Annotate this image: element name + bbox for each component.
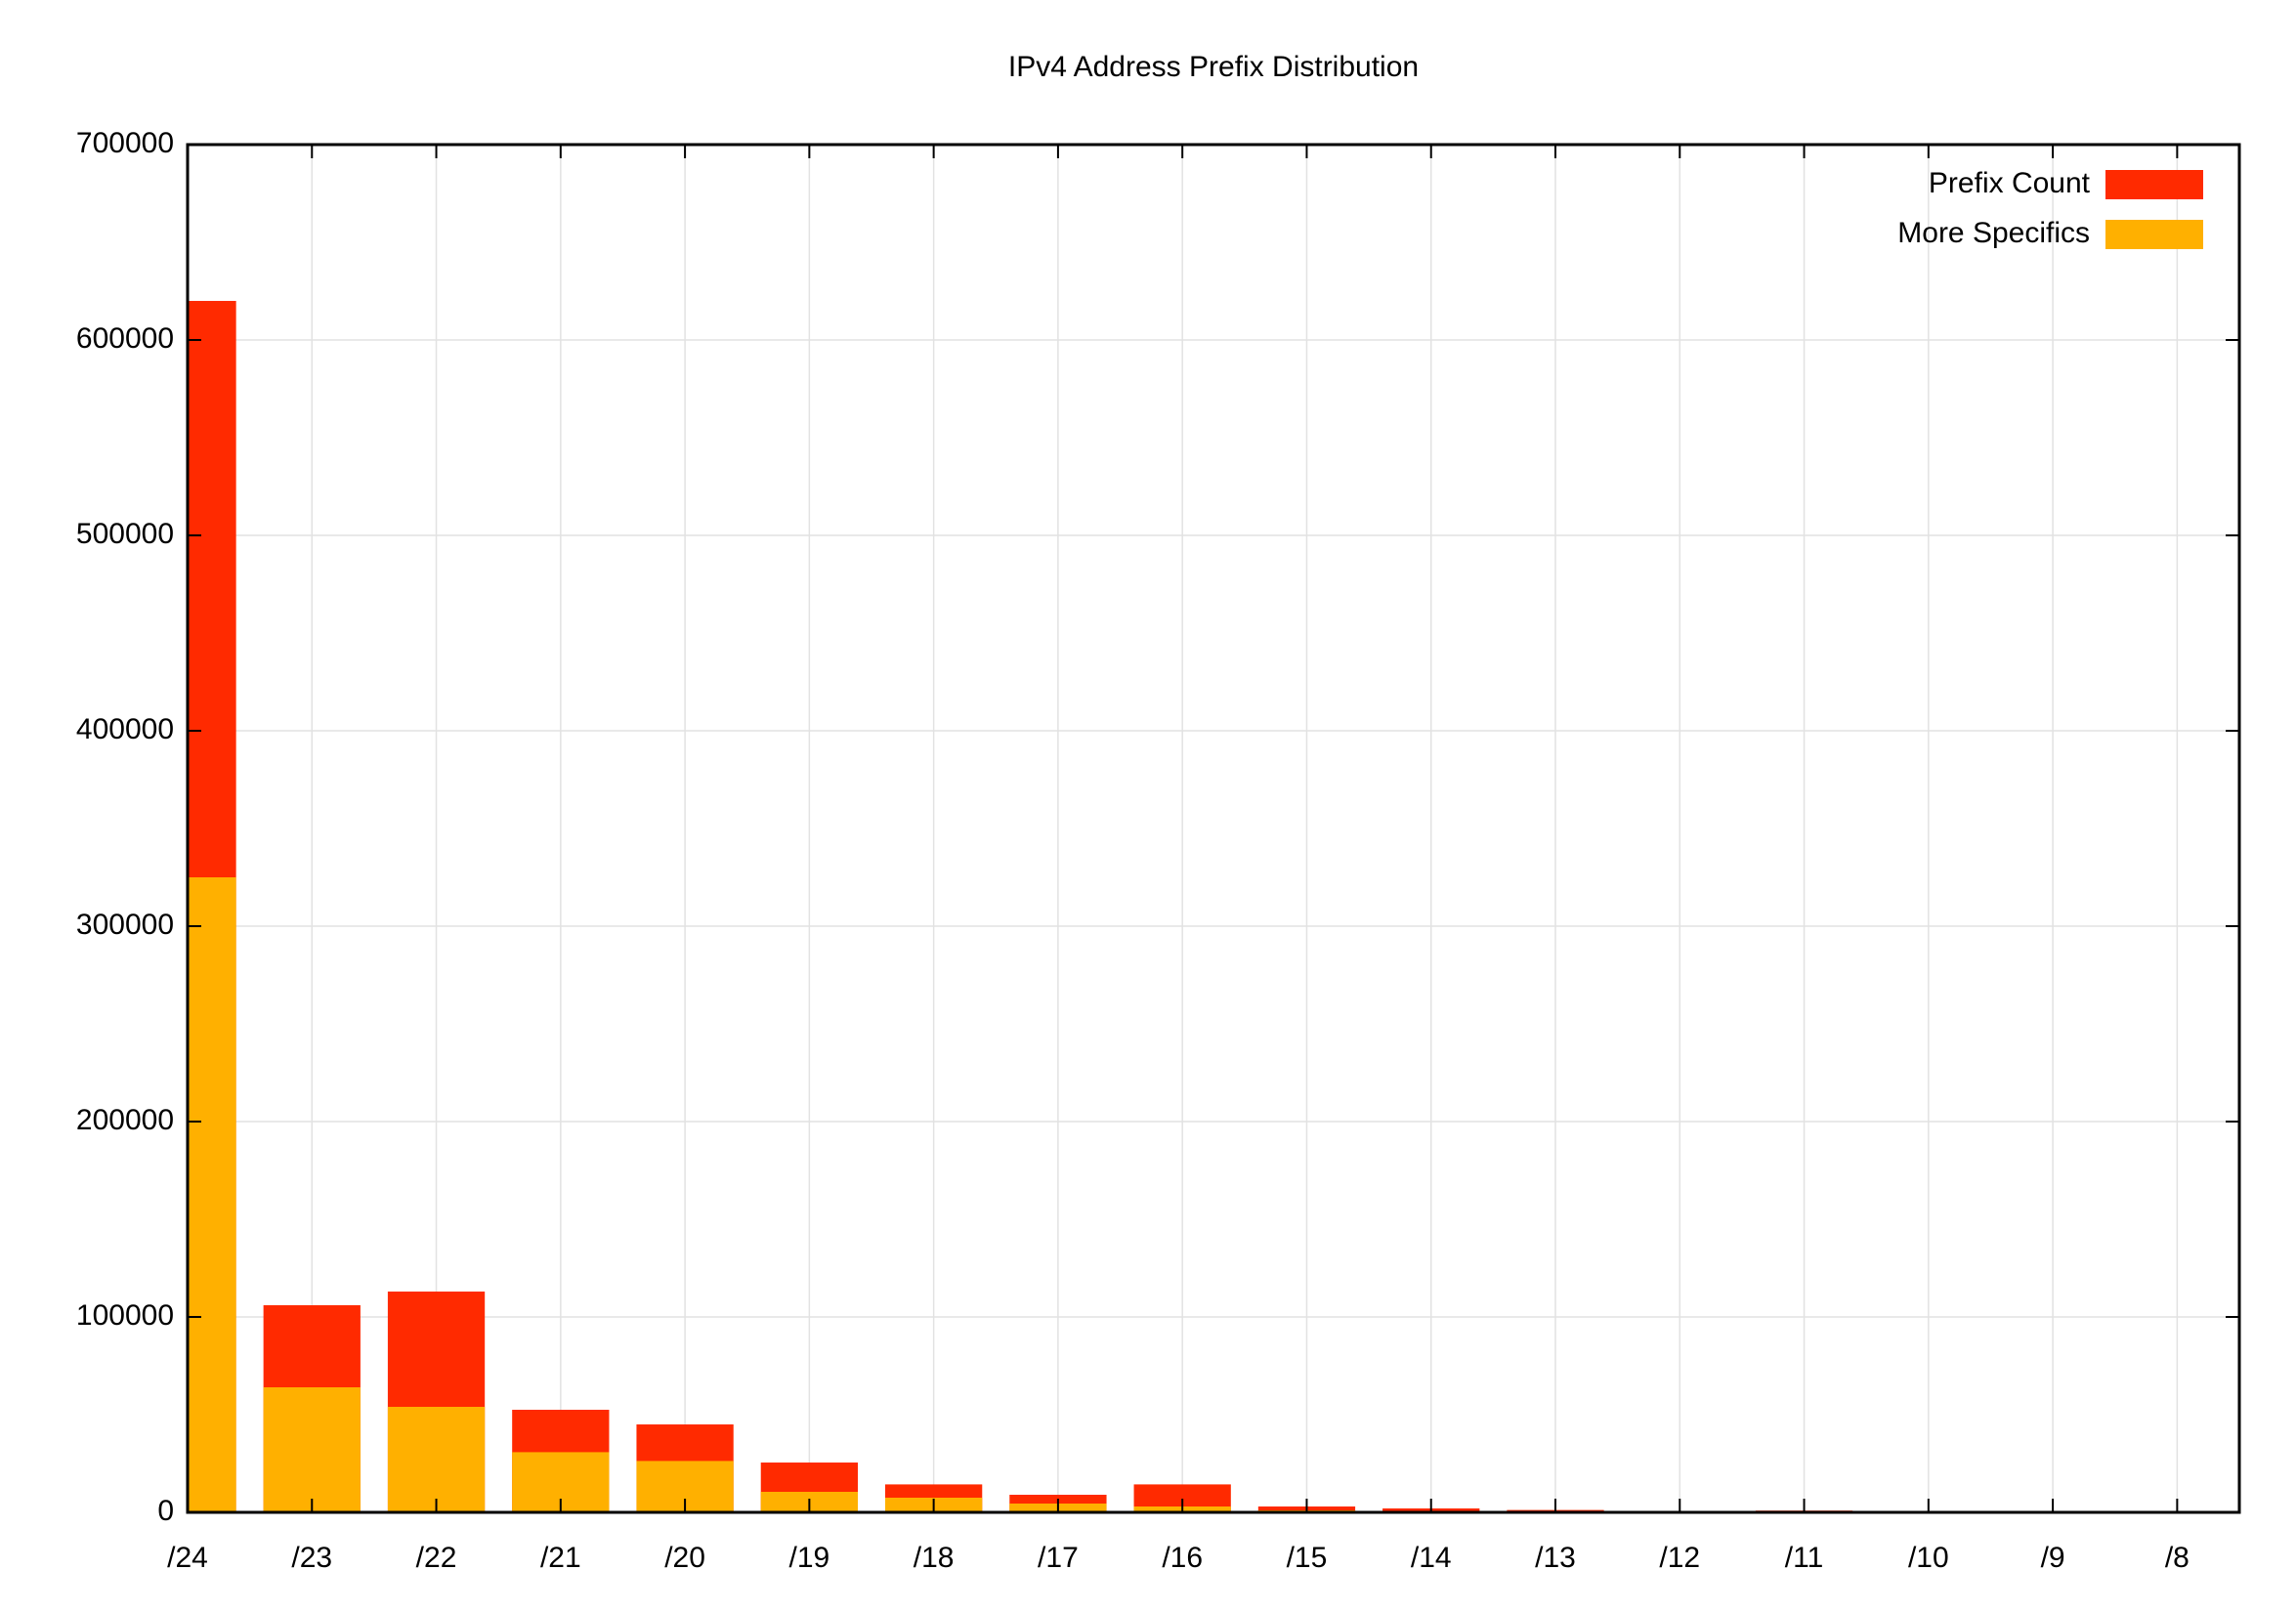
x-tick-label: /18: [914, 1542, 955, 1574]
legend-label: More Specifics: [1897, 217, 2090, 249]
x-tick-label: /20: [664, 1542, 705, 1574]
y-tick-label: 600000: [76, 322, 174, 355]
x-tick-label: /11: [1785, 1542, 1823, 1574]
x-tick-label: /22: [416, 1542, 457, 1574]
x-tick-label: /21: [540, 1542, 581, 1574]
x-tick-label: /17: [1038, 1542, 1079, 1574]
x-tick-label: /12: [1659, 1542, 1700, 1574]
plot-frame: [186, 143, 2241, 1514]
y-tick-label: 400000: [76, 713, 174, 745]
x-tick-label: /13: [1535, 1542, 1576, 1574]
x-tick-label: /14: [1411, 1542, 1452, 1574]
x-tick-label: /10: [1908, 1542, 1949, 1574]
y-tick-label: 500000: [76, 518, 174, 550]
x-tick-label: /19: [789, 1542, 830, 1574]
x-tick-label: /16: [1162, 1542, 1203, 1574]
legend-swatch: [2105, 220, 2203, 249]
bar: [387, 1407, 486, 1512]
axes: 0 100000 200000 300000 400000 500000 600000 700…: [76, 127, 2239, 1574]
y-tick-label: 300000: [76, 909, 174, 941]
legend-swatch: [2105, 170, 2203, 199]
y-tick-label: 0: [157, 1495, 174, 1527]
bar: [188, 877, 236, 1512]
y-tick-label: 700000: [76, 127, 174, 159]
x-tick-label: /24: [167, 1542, 208, 1574]
x-tick-label: /15: [1287, 1542, 1328, 1574]
bar: [263, 1387, 361, 1512]
x-tick-label: /23: [291, 1542, 332, 1574]
legend-label: Prefix Count: [1929, 167, 2091, 199]
x-tick-label: /8: [2165, 1542, 2190, 1574]
x-tick-label: /9: [2041, 1542, 2065, 1574]
bars: [188, 301, 2226, 1512]
y-tick-label: 100000: [76, 1299, 174, 1332]
chart-title: IPv4 Address Prefix Distribution: [1008, 51, 1419, 83]
y-tick-label: 200000: [76, 1104, 174, 1136]
